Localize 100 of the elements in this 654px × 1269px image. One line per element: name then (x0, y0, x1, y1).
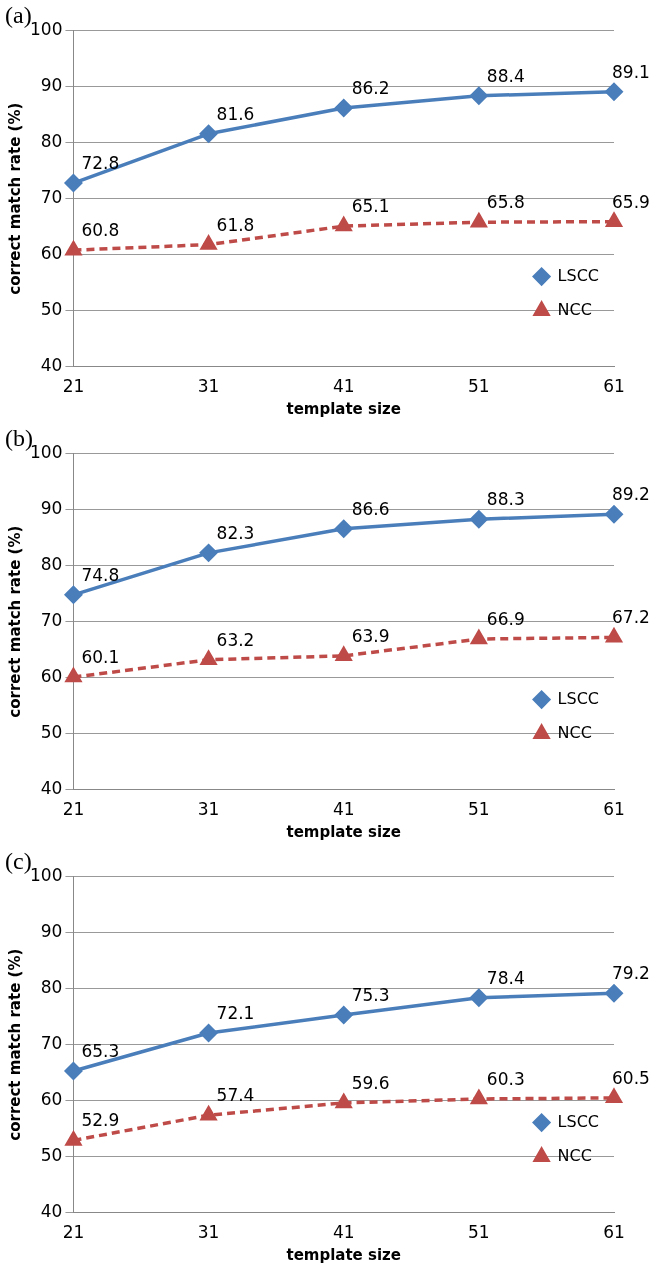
x-tick-label: 41 (332, 376, 355, 397)
legend-label: LSCC (557, 1111, 600, 1131)
data-label: 72.8 (81, 152, 120, 173)
point (335, 1094, 352, 1109)
y-axis-title: correct match rate (%) (5, 525, 24, 718)
x-axis-title: template size (286, 399, 401, 418)
data-label: 79.2 (612, 963, 650, 984)
chart-title: (c) (5, 847, 32, 874)
data-label: 74.8 (81, 564, 120, 585)
data-label: 57.4 (216, 1085, 255, 1106)
data-label: 86.6 (351, 498, 390, 519)
point (470, 86, 488, 105)
point (64, 174, 83, 192)
point (199, 544, 218, 562)
data-label: 63.9 (351, 625, 390, 646)
y-axis-title: correct match rate (%) (5, 102, 24, 295)
x-axis-title: template size (286, 1245, 401, 1264)
x-tick-label: 51 (468, 799, 490, 820)
data-label: 72.1 (216, 1002, 255, 1023)
y-tick-label: 80 (40, 131, 63, 152)
point (605, 984, 623, 1002)
data-label: 65.3 (81, 1040, 120, 1061)
x-tick-label: 41 (332, 799, 355, 820)
point (606, 1089, 622, 1104)
point (471, 213, 487, 228)
point (64, 586, 83, 604)
y-tick-label: 60 (40, 243, 63, 264)
x-tick-label: 61 (603, 376, 625, 397)
data-label: 67.2 (612, 607, 650, 628)
y-tick-label: 70 (40, 187, 63, 208)
y-tick-label: 50 (40, 299, 63, 320)
y-tick-label: 40 (40, 778, 63, 799)
x-tick-label: 51 (468, 376, 490, 397)
x-tick-label: 31 (197, 799, 220, 820)
point (200, 651, 217, 666)
point (605, 83, 623, 101)
data-label: 75.3 (351, 984, 390, 1005)
point (470, 988, 488, 1007)
point (471, 1090, 487, 1105)
point (606, 628, 622, 643)
legend-label: NCC (557, 722, 592, 742)
data-label: 65.1 (351, 196, 390, 217)
y-tick-label: 50 (40, 1145, 63, 1166)
y-tick-label: 40 (40, 1201, 63, 1222)
y-tick-label: 60 (40, 666, 63, 687)
data-label: 86.2 (351, 77, 390, 98)
point (605, 505, 623, 523)
y-tick-label: 70 (40, 610, 63, 631)
point (65, 668, 82, 683)
point (335, 647, 352, 662)
legend-label: NCC (557, 299, 592, 319)
x-tick-label: 21 (62, 1222, 85, 1243)
data-label: 52.9 (81, 1110, 120, 1131)
point (200, 235, 217, 250)
y-axis-title: correct match rate (%) (5, 948, 24, 1141)
point (200, 1106, 217, 1121)
point (65, 241, 82, 256)
data-label: 60.5 (612, 1067, 650, 1088)
x-tick-label: 41 (332, 1222, 355, 1243)
y-tick-label: 70 (40, 1033, 63, 1054)
point (334, 1006, 353, 1024)
data-label: 63.2 (216, 629, 255, 650)
x-tick-label: 61 (603, 799, 625, 820)
x-axis-title: template size (286, 822, 401, 841)
data-label: 61.8 (216, 214, 255, 235)
y-tick-label: 80 (40, 977, 63, 998)
y-tick-label: 60 (40, 1089, 63, 1110)
legend-label: LSCC (557, 688, 600, 708)
chart-title: (a) (5, 1, 32, 28)
data-label: 60.8 (81, 220, 120, 241)
point (64, 1062, 83, 1080)
point (334, 99, 353, 117)
data-label: 89.1 (612, 61, 650, 82)
data-label: 60.3 (486, 1068, 525, 1089)
x-tick-label: 61 (603, 1222, 625, 1243)
x-tick-label: 21 (62, 376, 85, 397)
y-tick-label: 90 (40, 498, 63, 519)
data-label: 65.8 (486, 192, 525, 213)
data-label: 88.3 (486, 489, 525, 510)
point (606, 212, 622, 227)
point (471, 630, 487, 645)
data-label: 78.4 (486, 967, 525, 988)
y-tick-label: 90 (40, 75, 63, 96)
x-tick-label: 31 (197, 376, 220, 397)
data-label: 66.9 (486, 608, 525, 629)
data-label: 82.3 (216, 522, 255, 543)
point (335, 217, 352, 232)
point (470, 510, 488, 529)
y-tick-label: 40 (40, 355, 63, 376)
data-label: 59.6 (351, 1072, 390, 1093)
data-label: 60.1 (81, 647, 120, 668)
y-tick-label: 80 (40, 554, 63, 575)
point (199, 1024, 218, 1042)
data-label: 81.6 (216, 103, 255, 124)
legend-label: LSCC (557, 265, 600, 285)
legend-label: NCC (557, 1145, 592, 1165)
y-tick-label: 90 (40, 921, 63, 942)
point (65, 1131, 82, 1146)
y-tick-label: 50 (40, 722, 63, 743)
data-label: 89.2 (612, 484, 650, 505)
